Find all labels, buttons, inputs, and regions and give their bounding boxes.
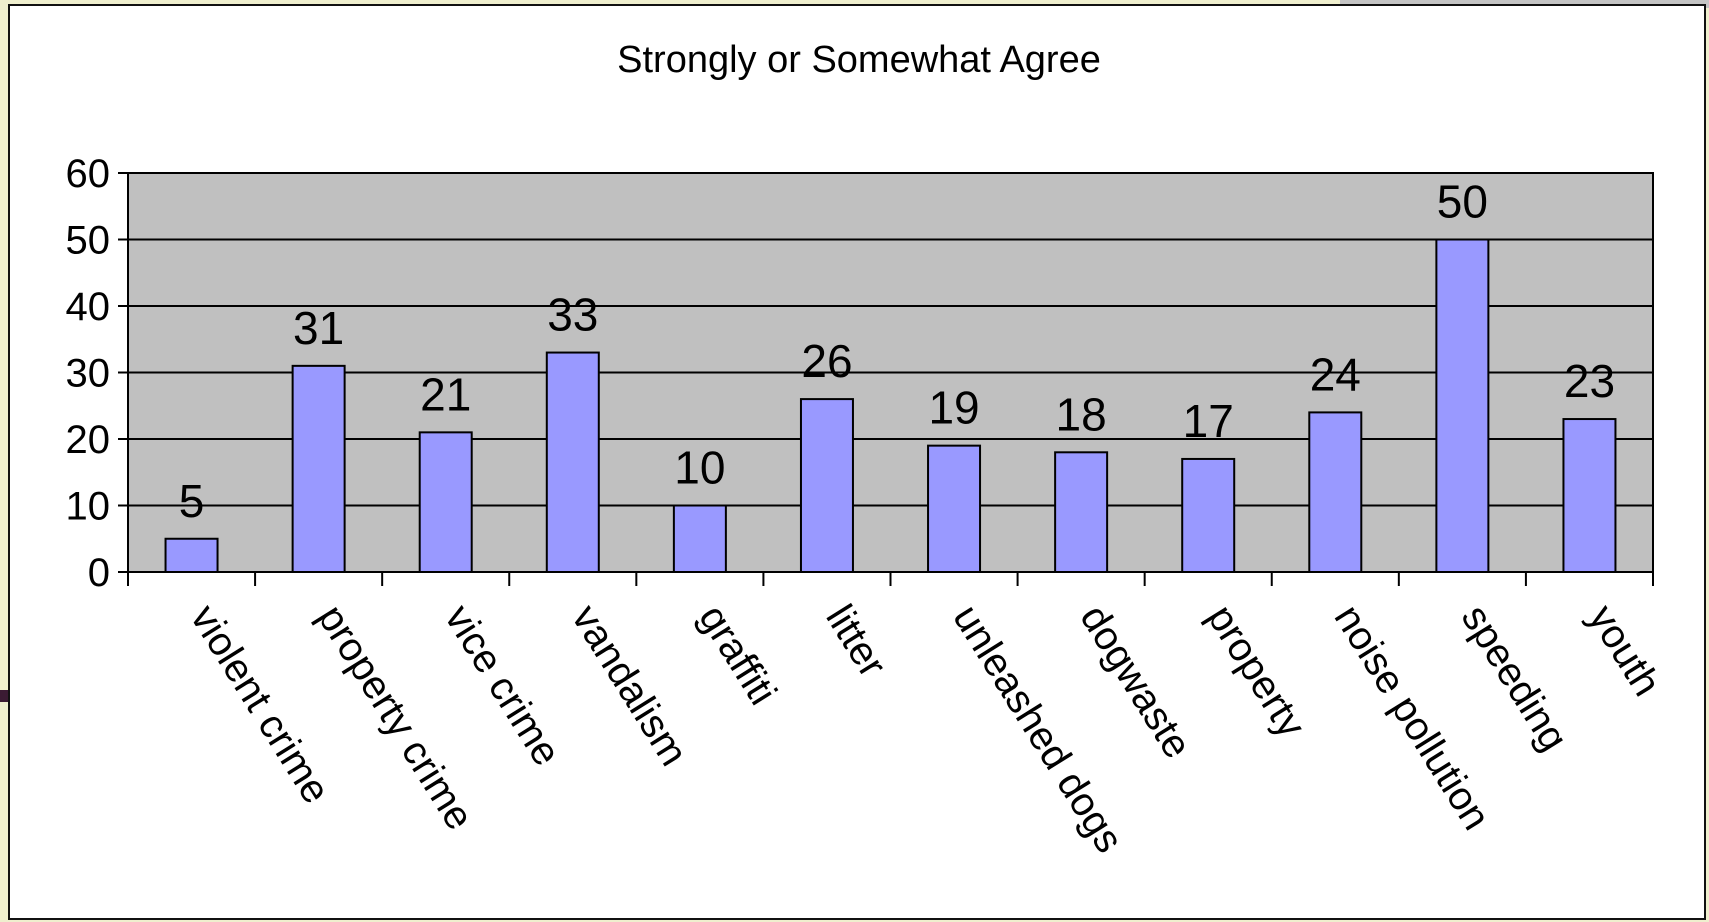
data-label: 5 [179, 475, 205, 527]
bar [1435, 238, 1490, 573]
y-tick-label: 20 [66, 418, 111, 462]
bar [1054, 451, 1109, 573]
x-category-label: litter [817, 597, 894, 684]
bar [291, 364, 346, 573]
x-category-label: youth [1580, 597, 1669, 703]
x-category-label: vice crime [436, 597, 569, 773]
bar [545, 351, 600, 573]
y-tick-label: 60 [66, 152, 111, 196]
y-tick-label: 50 [66, 219, 111, 263]
chart-title: Strongly or Somewhat Agree [617, 39, 1101, 81]
left-edge-mark [0, 690, 8, 702]
y-axis: 0 10 20 30 40 50 60 [66, 152, 128, 595]
y-tick-label: 0 [88, 551, 110, 595]
x-category-label: property [1199, 597, 1314, 745]
data-label: 17 [1183, 395, 1234, 447]
data-label: 26 [801, 335, 852, 387]
data-label: 21 [420, 368, 471, 420]
data-label: 33 [547, 289, 598, 341]
x-category-label: graffiti [690, 597, 785, 712]
bar [418, 431, 473, 573]
bar [1562, 418, 1617, 573]
bar [672, 504, 727, 573]
data-label: 24 [1310, 348, 1361, 400]
x-category-label: dogwaste [1071, 597, 1199, 766]
y-tick-label: 40 [66, 285, 111, 329]
x-category-label: vandalism [563, 597, 696, 773]
bar [799, 398, 854, 573]
data-label: 19 [928, 382, 979, 434]
data-label: 18 [1056, 388, 1107, 440]
y-tick-label: 30 [66, 352, 111, 396]
data-label: 23 [1564, 355, 1615, 407]
data-label: 50 [1437, 176, 1488, 228]
bar [164, 537, 219, 573]
bar [927, 444, 982, 573]
data-label: 10 [674, 442, 725, 494]
bar [1308, 411, 1363, 573]
bars: 5 31 21 33 10 26 19 18 17 24 50 23 [164, 176, 1617, 574]
bar [1181, 457, 1236, 574]
data-label: 31 [293, 302, 344, 354]
gridlines [128, 238, 1653, 507]
x-category-label: speeding [1453, 597, 1576, 758]
y-tick-label: 10 [66, 485, 111, 529]
